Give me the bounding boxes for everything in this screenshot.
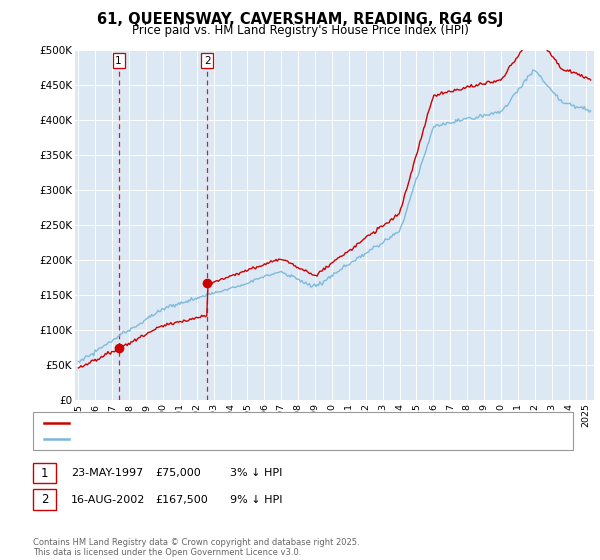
- Text: 61, QUEENSWAY, CAVERSHAM, READING, RG4 6SJ (semi-detached house): 61, QUEENSWAY, CAVERSHAM, READING, RG4 6…: [74, 418, 440, 428]
- Text: HPI: Average price, semi-detached house, Reading: HPI: Average price, semi-detached house,…: [74, 434, 326, 444]
- Text: 61, QUEENSWAY, CAVERSHAM, READING, RG4 6SJ: 61, QUEENSWAY, CAVERSHAM, READING, RG4 6…: [97, 12, 503, 27]
- Text: 1: 1: [41, 466, 48, 480]
- Text: 2: 2: [204, 55, 211, 66]
- Text: Contains HM Land Registry data © Crown copyright and database right 2025.
This d: Contains HM Land Registry data © Crown c…: [33, 538, 359, 557]
- Text: 9% ↓ HPI: 9% ↓ HPI: [230, 494, 283, 505]
- Text: 23-MAY-1997: 23-MAY-1997: [71, 468, 143, 478]
- Text: 16-AUG-2002: 16-AUG-2002: [71, 494, 145, 505]
- Text: 3% ↓ HPI: 3% ↓ HPI: [230, 468, 282, 478]
- Text: £167,500: £167,500: [155, 494, 208, 505]
- Text: 2: 2: [41, 493, 48, 506]
- Text: £75,000: £75,000: [155, 468, 200, 478]
- Text: Price paid vs. HM Land Registry's House Price Index (HPI): Price paid vs. HM Land Registry's House …: [131, 24, 469, 36]
- Text: 1: 1: [115, 55, 122, 66]
